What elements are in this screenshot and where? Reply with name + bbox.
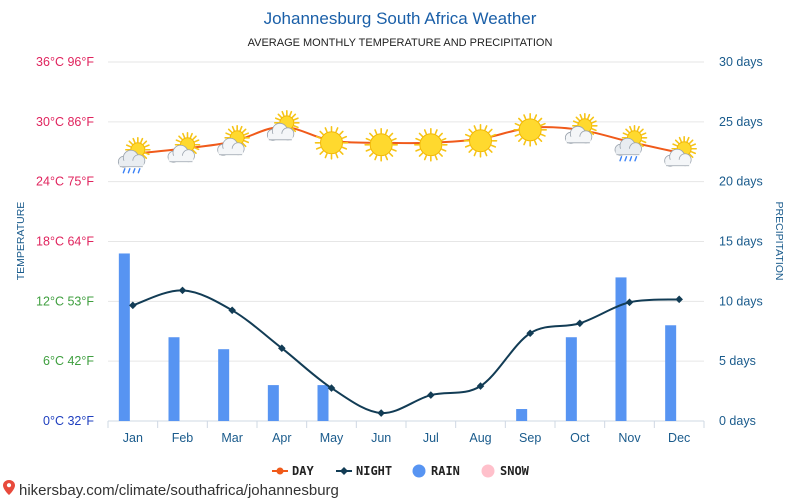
sun-icon: [314, 125, 349, 160]
weather-icons: [117, 110, 697, 174]
temperature-axis: 0°C 32°F 6°C 42°F 12°C 53°F 18°C 64°F 24°C 7…: [36, 55, 94, 428]
y2-tick-label: 0 days: [719, 414, 756, 428]
y2-tick-label: 10 days: [719, 294, 763, 308]
y-tick-label: 18°C 64°F: [36, 235, 94, 249]
source-link[interactable]: hikersbay.com/climate/southafrica/johann…: [3, 480, 339, 499]
source-url[interactable]: hikersbay.com/climate/southafrica/johann…: [19, 482, 339, 499]
night-point-jun: [377, 409, 385, 417]
legend-label: NIGHT: [356, 464, 392, 478]
x-tick-dec: Dec: [668, 431, 690, 445]
y-tick-label: 12°C 53°F: [36, 294, 94, 308]
rain-bar-feb: [168, 337, 180, 421]
map-pin-icon: [3, 480, 15, 495]
x-tick-sep: Sep: [519, 431, 541, 445]
sun-cloud-icon: [266, 110, 300, 141]
sun-cloud-icon: [217, 124, 250, 156]
sun-icon: [364, 127, 398, 162]
rain-bar-nov: [615, 277, 627, 421]
legend-label: SNOW: [500, 464, 530, 478]
rain-bar-oct: [565, 337, 577, 421]
sun-cloud-rain-icon: [117, 136, 151, 174]
night-point-dec: [675, 295, 683, 304]
night-point-feb: [178, 286, 187, 295]
legend-item-rain[interactable]: RAIN: [412, 464, 460, 478]
sun-icon: [414, 127, 448, 162]
rain-bar-jan: [118, 253, 130, 421]
x-tick-jun: Jun: [371, 431, 391, 445]
y-tick-label: 30°C 86°F: [36, 115, 94, 129]
x-tick-mar: Mar: [221, 431, 243, 445]
y-tick-label: 0°C 32°F: [43, 414, 94, 428]
night-point-mar: [228, 306, 236, 315]
y-tick-label: 36°C 96°F: [36, 55, 94, 69]
rain-bar-mar: [218, 349, 230, 421]
x-tick-feb: Feb: [172, 431, 194, 445]
y2-tick-label: 25 days: [719, 115, 763, 129]
night-line: [132, 289, 680, 415]
x-tick-jan: Jan: [123, 431, 143, 445]
night-point-may: [327, 384, 336, 392]
rain-bar-dec: [665, 325, 677, 421]
legend-label: RAIN: [431, 464, 460, 478]
x-tick-apr: Apr: [272, 431, 291, 445]
temperature-lines: [129, 125, 683, 417]
sun-cloud-icon: [167, 131, 201, 163]
y2-tick-label: 30 days: [719, 55, 763, 69]
chart-subtitle: AVERAGE MONTHLY TEMPERATURE AND PRECIPIT…: [248, 37, 553, 49]
x-tick-jul: Jul: [423, 431, 439, 445]
sun-cloud-icon: [564, 113, 598, 144]
rain-bar-may: [317, 385, 329, 421]
x-tick-nov: Nov: [618, 431, 641, 445]
rain-bar-sep: [516, 409, 528, 421]
x-tick-oct: Oct: [570, 431, 590, 445]
sun-cloud-rain-icon: [614, 124, 648, 162]
y-axis-title: TEMPERATURE: [15, 202, 27, 281]
y2-axis-title: PRECIPITATION: [773, 202, 785, 281]
y2-tick-label: 5 days: [719, 354, 756, 368]
y2-tick-label: 15 days: [719, 235, 763, 249]
x-tick-aug: Aug: [469, 431, 491, 445]
night-point-apr: [278, 344, 286, 353]
chart-title: Johannesburg South Africa Weather: [264, 9, 537, 28]
night-point-jul: [427, 391, 435, 399]
y2-tick-label: 20 days: [719, 175, 763, 189]
legend-item-snow[interactable]: SNOW: [481, 464, 530, 478]
grid: [107, 61, 705, 428]
night-point-jan: [129, 301, 137, 310]
y-tick-label: 24°C 75°F: [36, 175, 94, 189]
precipitation-axis: 0 days 5 days 10 days 15 days 20 days 25 days…: [719, 55, 763, 428]
night-point-sep: [526, 329, 534, 338]
legend-item-night[interactable]: NIGHT: [336, 464, 392, 478]
night-point-nov: [625, 298, 634, 307]
x-tick-may: May: [320, 431, 344, 445]
legend-label: DAY: [292, 464, 314, 478]
month-axis: Jan Feb Mar Apr May Jun Jul Aug Sep Oct Nov Dec: [123, 431, 691, 445]
night-point-aug: [476, 382, 485, 390]
rain-bars: [118, 253, 677, 421]
rain-bar-apr: [267, 385, 279, 421]
legend-item-day[interactable]: DAY: [272, 464, 314, 478]
day-line: [132, 125, 680, 155]
sun-icon: [513, 113, 547, 147]
sun-icon: [463, 123, 498, 158]
night-point-oct: [576, 319, 584, 328]
legend: DAY NIGHT RAIN SNOW: [272, 464, 530, 478]
y-tick-label: 6°C 42°F: [43, 354, 94, 368]
sun-cloud-icon: [664, 135, 697, 167]
